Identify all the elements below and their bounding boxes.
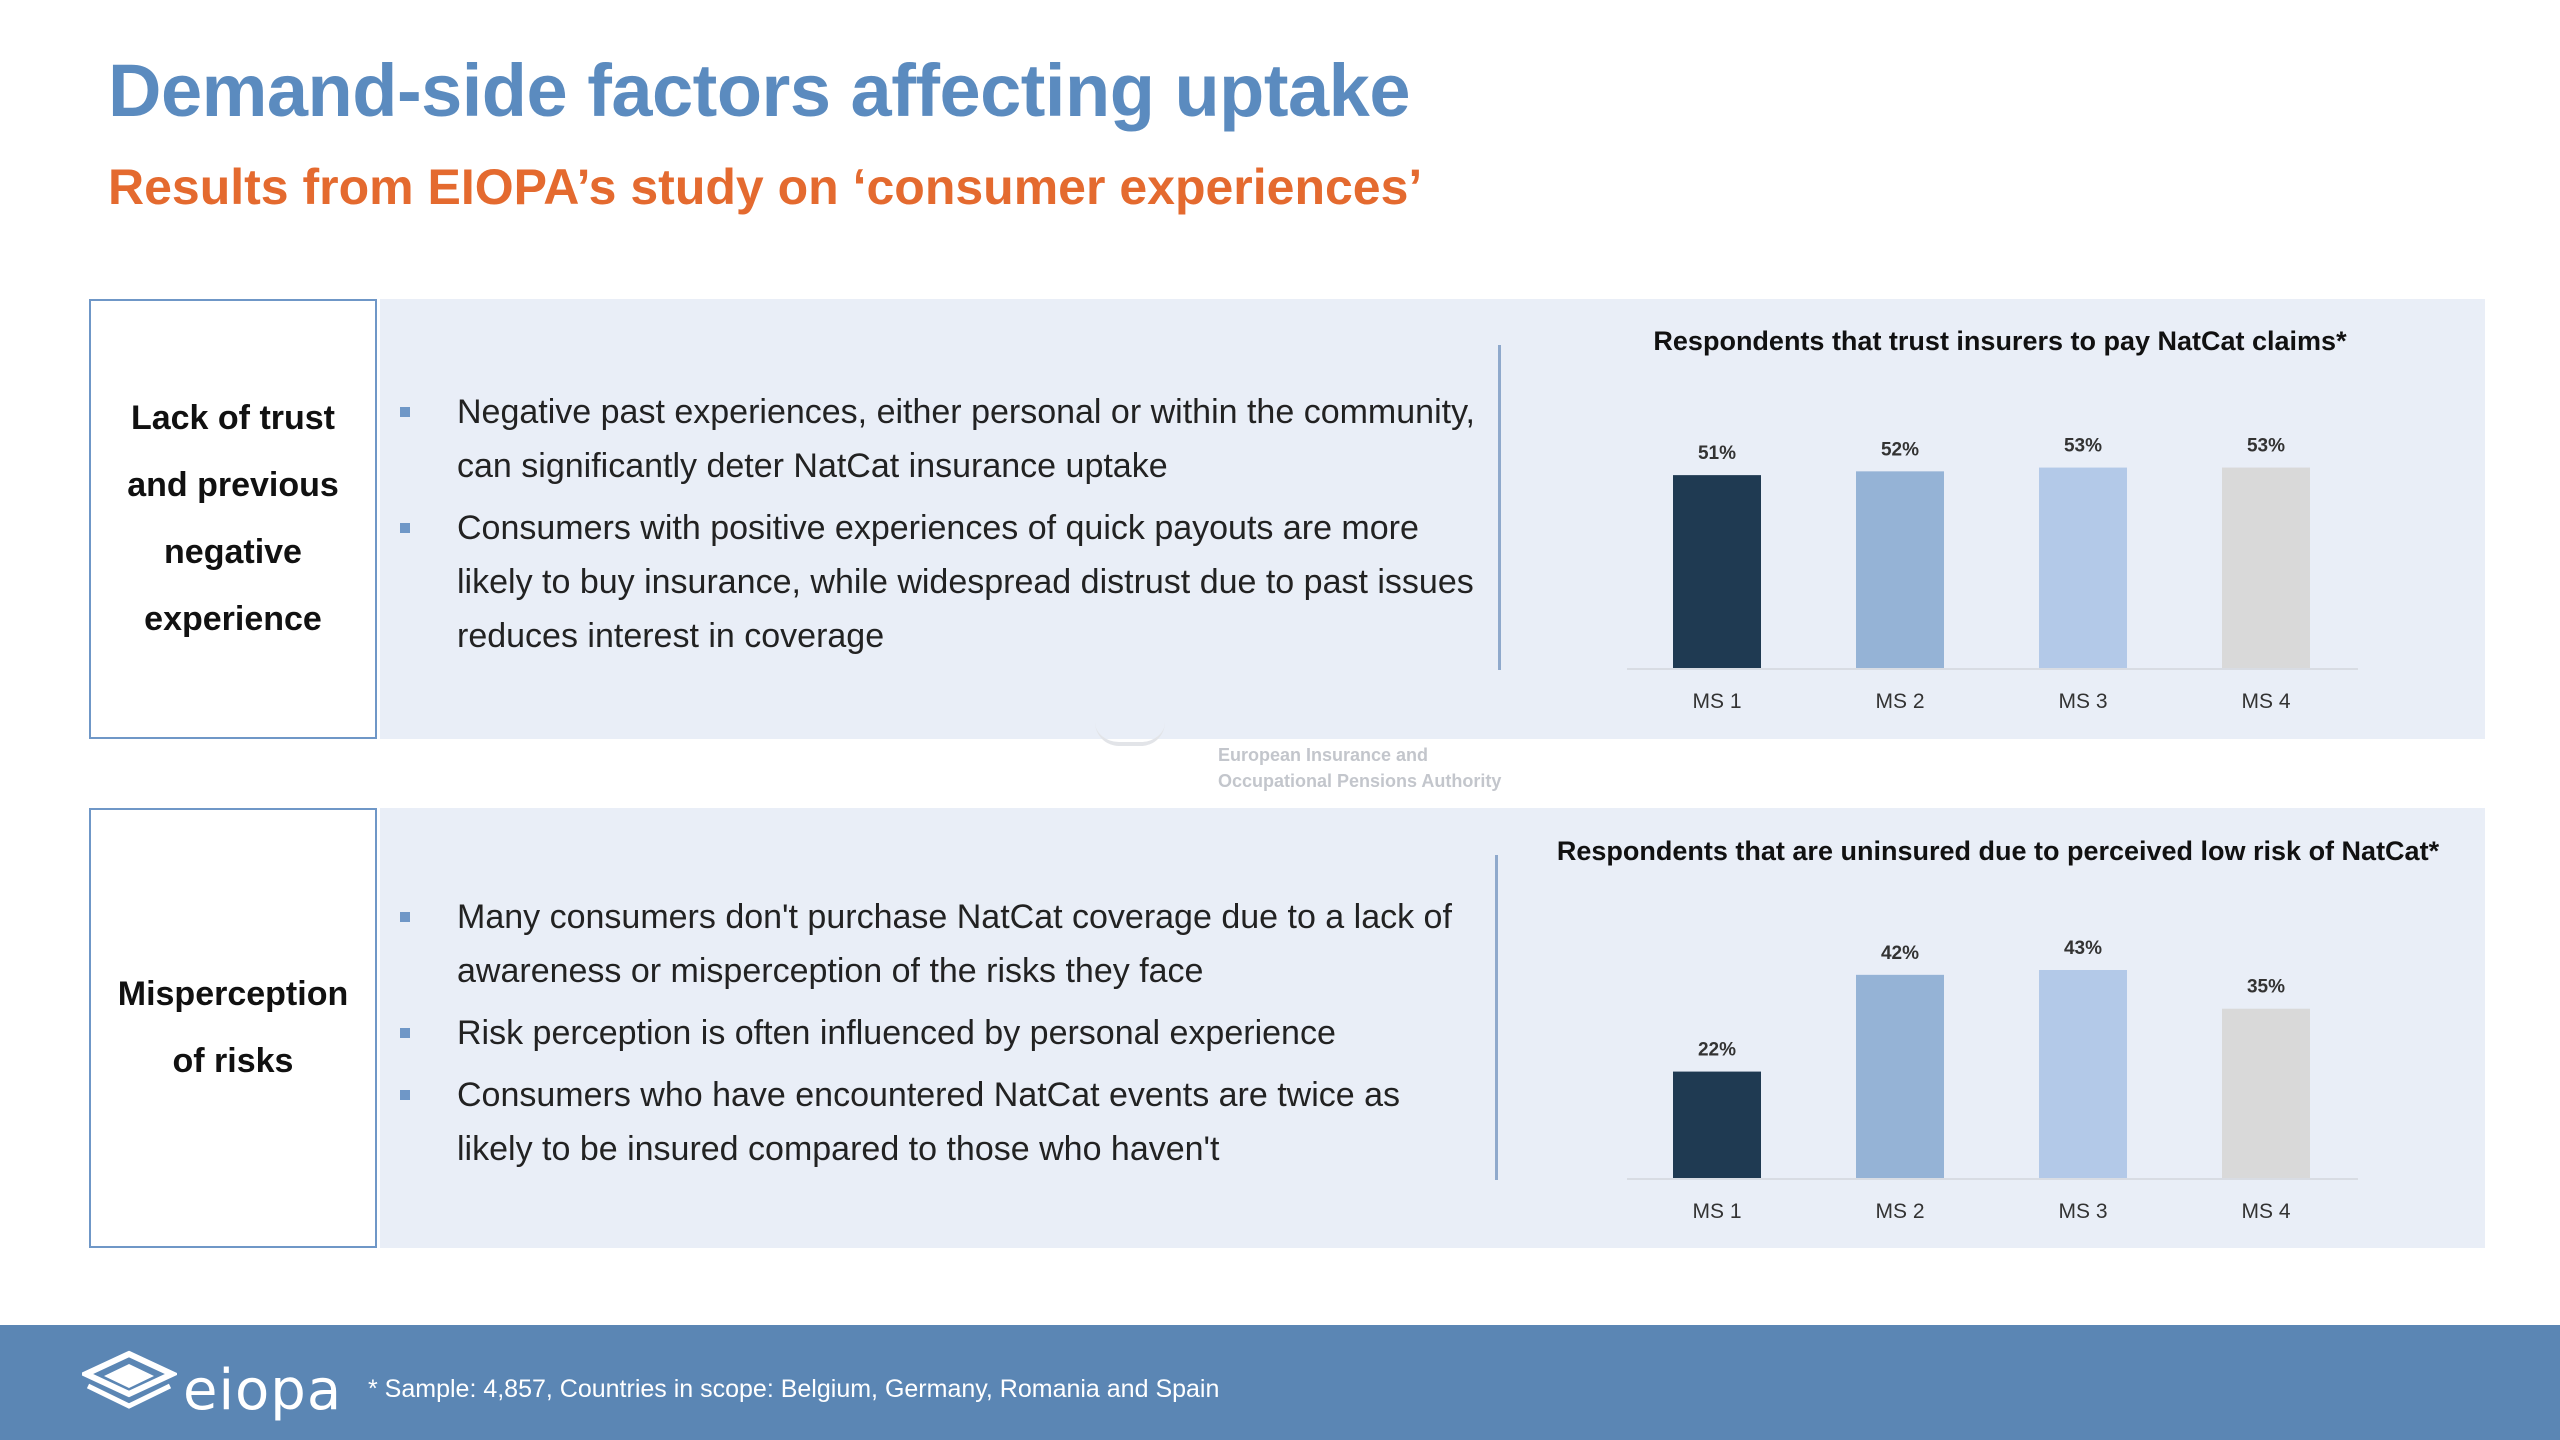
section-panel-trust [380,299,2485,739]
page-title: Demand-side factors affecting uptake [108,49,1410,132]
watermark-line-2: Occupational Pensions Authority [1218,771,1502,791]
bar-value-label: 51% [1698,443,1736,464]
chart-title: Respondents that are uninsured due to pe… [1557,836,2440,866]
chart-bar [2222,467,2310,668]
chart-bar [1856,471,1944,668]
chart-bar [1673,475,1761,668]
eiopa-logo-icon [82,1350,177,1409]
bar-value-label: 43% [2064,938,2102,959]
watermark-logo-icon [1095,722,1165,746]
category-tick-label: MS 3 [2058,690,2107,713]
chart-bar [2222,1008,2310,1178]
bullet-square-icon [400,912,410,922]
chart-bar [1856,974,1944,1178]
bar-value-label: 53% [2064,436,2102,457]
section-divider [1498,345,1501,670]
category-tick-label: MS 4 [2241,690,2290,713]
footer-note: * Sample: 4,857, Countries in scope: Bel… [368,1375,1220,1403]
bullet-item: Risk perception is often influenced by p… [395,1006,1485,1060]
section-label-trust: Lack of trust and previous negative expe… [127,399,339,638]
chart-bar [2039,970,2127,1178]
bullet-item: Consumers who have encountered NatCat ev… [395,1068,1485,1176]
bullet-text: Risk perception is often influenced by p… [457,1014,1336,1052]
bullet-text: Many consumers don't purchase NatCat cov… [457,898,1452,990]
bullet-list-trust: Negative past experiences, either person… [395,385,1485,671]
bullet-square-icon [400,1028,410,1038]
bar-value-label: 42% [1881,943,1919,964]
category-tick-label: MS 2 [1875,1200,1924,1223]
bar-value-label: 53% [2247,436,2285,457]
trust-bar-chart: Respondents that trust insurers to pay N… [1627,326,2358,713]
watermark-line-1: European Insurance and [1218,745,1429,765]
bullet-square-icon [400,523,410,533]
bullet-square-icon [400,407,410,417]
footer-bar [0,1325,2560,1440]
category-tick-label: MS 3 [2058,1200,2107,1223]
category-tick-label: MS 1 [1692,1200,1741,1223]
section-panel-risk [380,808,2485,1248]
section-label-box-trust: Lack of trust and previous negative expe… [89,299,377,739]
chart-bar [2039,467,2127,668]
bullet-item: Consumers with positive experiences of q… [395,501,1485,663]
category-tick-label: MS 1 [1692,690,1741,713]
uninsured-bar-chart: Respondents that are uninsured due to pe… [1557,836,2440,1223]
bar-value-label: 52% [1881,439,1919,460]
bullet-item: Negative past experiences, either person… [395,385,1485,493]
category-tick-label: MS 2 [1875,690,1924,713]
page-subtitle: Results from EIOPA’s study on ‘consumer … [108,159,1423,215]
bullet-text: Consumers who have encountered NatCat ev… [457,1076,1401,1168]
bar-value-label: 22% [1698,1040,1736,1061]
section-divider [1495,855,1498,1180]
bullet-text: Consumers with positive experiences of q… [457,509,1474,655]
bullet-text: Negative past experiences, either person… [457,393,1475,485]
section-label-risk: Misperception of risks [117,975,349,1080]
section-label-box-risk: Misperception of risks [89,808,377,1248]
bar-value-label: 35% [2247,977,2285,998]
bullet-list-risk: Many consumers don't purchase NatCat cov… [395,890,1485,1184]
chart-title: Respondents that trust insurers to pay N… [1653,326,2347,356]
bullet-item: Many consumers don't purchase NatCat cov… [395,890,1485,998]
chart-bar [1673,1071,1761,1178]
watermark-text: European Insurance and Occupational Pens… [1218,742,1501,794]
category-tick-label: MS 4 [2241,1200,2290,1223]
eiopa-logo-text: eiopa [183,1358,343,1423]
bullet-square-icon [400,1090,410,1100]
